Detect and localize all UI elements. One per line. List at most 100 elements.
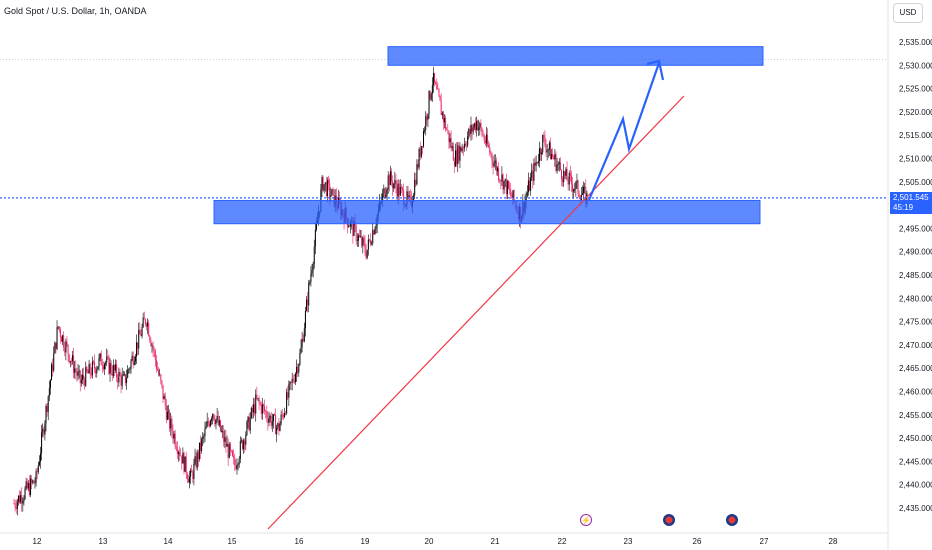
candle-body <box>480 123 482 129</box>
candle-body <box>175 446 177 450</box>
candle-body <box>470 124 472 134</box>
candle-body <box>126 377 128 384</box>
candle-body <box>204 428 206 436</box>
candle-body <box>512 190 514 199</box>
candle-body <box>106 356 108 363</box>
candle-body <box>218 420 220 426</box>
candle-body <box>49 380 51 389</box>
candle-body <box>64 347 66 353</box>
candle-body <box>129 368 131 370</box>
candle-body <box>434 73 436 83</box>
candle-body <box>364 242 366 252</box>
candle-body <box>536 162 538 164</box>
candle-body <box>506 181 508 194</box>
candle-body <box>111 372 113 376</box>
x-tick-label: 22 <box>558 537 567 546</box>
candle-body <box>260 404 262 414</box>
currency-button[interactable]: USD <box>893 3 923 23</box>
candle-body <box>246 421 248 435</box>
candle-body <box>149 336 151 341</box>
candle-body <box>240 440 242 441</box>
candle-body <box>279 423 281 431</box>
candle-body <box>239 440 241 459</box>
x-tick-label: 14 <box>164 537 173 546</box>
candle-body <box>73 355 75 373</box>
candle-body <box>418 148 420 168</box>
candle-body <box>183 452 185 472</box>
candle-body <box>528 180 530 191</box>
candle-body <box>270 415 272 426</box>
y-tick-label: 2,490.000 <box>899 248 932 257</box>
candle-body <box>53 353 55 371</box>
candle-body <box>190 470 192 477</box>
candle-body <box>221 430 223 432</box>
candle-body <box>182 452 184 464</box>
candle-body <box>464 143 466 146</box>
candle-body <box>172 430 174 439</box>
us-flag-event-icon[interactable] <box>726 514 738 526</box>
candle-body <box>374 229 376 235</box>
candle-body <box>86 367 88 372</box>
candle-body <box>359 235 361 237</box>
candle-body <box>214 419 216 425</box>
candle-body <box>544 136 546 146</box>
candle-body <box>261 404 263 414</box>
candle-body <box>222 430 224 432</box>
candle-body <box>365 251 367 258</box>
y-tick-label: 2,480.000 <box>899 294 932 303</box>
candle-body <box>267 417 269 423</box>
candle-body <box>268 418 270 423</box>
x-tick-label: 27 <box>760 537 769 546</box>
candle-body <box>48 388 50 397</box>
candle-body <box>428 91 430 114</box>
candle-body <box>562 179 564 183</box>
candle-body <box>510 189 512 196</box>
candle-body <box>176 449 178 454</box>
candle-body <box>43 428 45 435</box>
us-flag-event-icon[interactable] <box>663 514 675 526</box>
candle-body <box>235 465 237 470</box>
candle-body <box>55 342 57 349</box>
candle-body <box>202 436 204 440</box>
candle-body <box>211 418 213 421</box>
candle-body <box>63 335 65 348</box>
candle-body <box>169 411 171 429</box>
candle-body <box>13 503 15 504</box>
candle-body <box>161 380 163 386</box>
candle-body <box>423 131 425 147</box>
candle-body <box>297 367 299 373</box>
candle-body <box>145 324 147 327</box>
candle-body <box>419 148 421 157</box>
candle-body <box>393 183 395 189</box>
candle-body <box>493 162 495 167</box>
candle-body <box>564 171 566 176</box>
y-tick-label: 2,445.000 <box>899 457 932 466</box>
candle-body <box>311 270 313 274</box>
candle-body <box>446 129 448 131</box>
candle-body <box>150 340 152 346</box>
flash-event-icon[interactable]: ⚡ <box>580 514 592 526</box>
candle-body <box>27 483 29 489</box>
candle-body <box>439 95 441 101</box>
candle-body <box>570 175 572 185</box>
candle-body <box>394 179 396 184</box>
candle-body <box>455 150 457 167</box>
candle-body <box>543 134 545 137</box>
candle-body <box>139 329 141 335</box>
candle-body <box>406 191 408 205</box>
candle-body <box>247 416 249 422</box>
candle-body <box>294 373 296 383</box>
candle-body <box>170 418 172 429</box>
candle-body <box>581 193 583 196</box>
y-tick-label: 2,470.000 <box>899 341 932 350</box>
candle-body <box>248 416 250 431</box>
candle-body <box>20 495 22 503</box>
candle-body <box>561 169 563 180</box>
candle-body <box>255 394 257 414</box>
candle-body <box>531 170 533 178</box>
y-tick-label: 2,455.000 <box>899 411 932 420</box>
candle-body <box>215 419 217 425</box>
candle-body <box>47 396 49 412</box>
